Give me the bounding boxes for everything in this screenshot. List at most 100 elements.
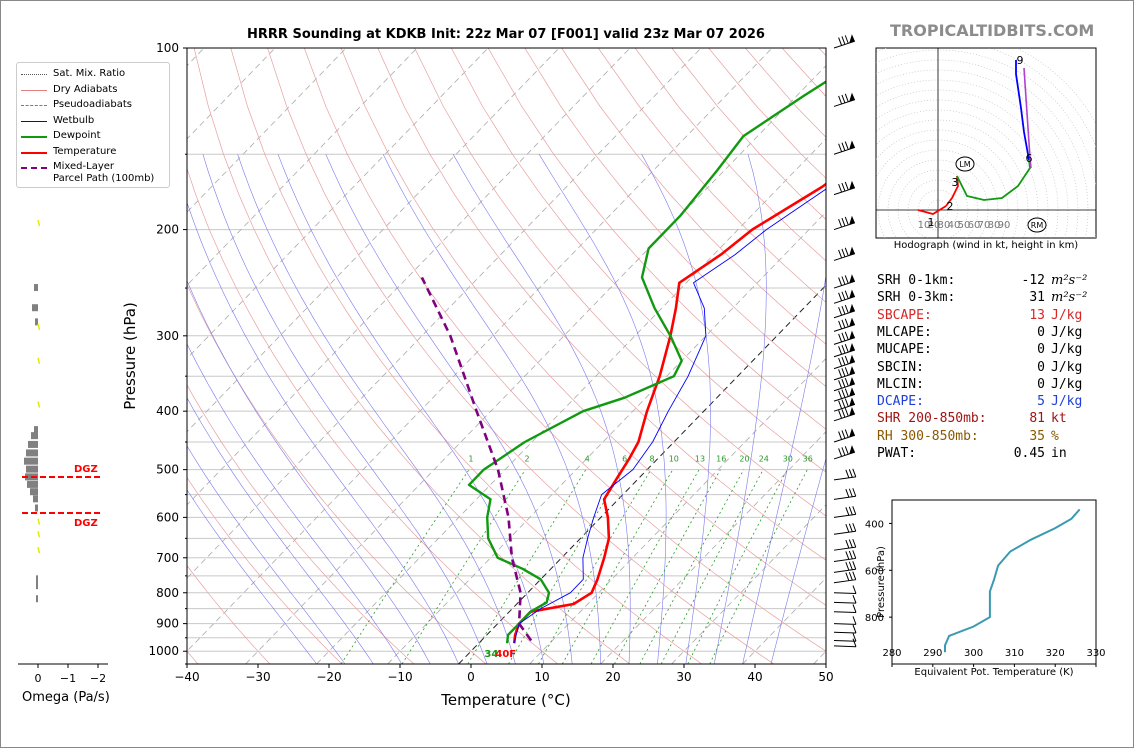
chart-title: HRRR Sounding at KDKB Init: 22z Mar 07 [… — [247, 27, 765, 42]
index-value: 35 — [1029, 428, 1045, 444]
dry-adiabat — [187, 283, 487, 664]
index-label: PWAT: — [877, 446, 917, 461]
omega-bar — [24, 457, 38, 465]
hodograph-height-label: 9 — [1017, 54, 1024, 67]
y-tick-label: 600 — [156, 510, 179, 524]
x-tick-label: −40 — [174, 670, 199, 684]
omega-bar — [27, 480, 38, 488]
index-row: SRH 0-1km: -12 m²s⁻² — [877, 272, 1087, 289]
omega-axis-label: Omega (Pa/s) — [22, 690, 110, 705]
mixing-ratio-line — [660, 469, 764, 664]
omega-bar — [26, 465, 38, 473]
hodograph-height-label: 6 — [1026, 152, 1033, 165]
omega-bar — [30, 488, 38, 496]
x-tick-label: 40 — [747, 670, 762, 684]
storm-motion-label: RM — [1031, 221, 1044, 230]
index-value: -12 — [1021, 273, 1045, 288]
mixing-ratio-label: 10 — [669, 454, 679, 463]
isotherm-line — [316, 138, 826, 664]
x-tick-label: 0 — [467, 670, 475, 684]
omega-bar — [33, 495, 38, 503]
wind-barb — [833, 571, 857, 584]
hodograph-height-label: 1 — [928, 216, 935, 229]
wind-barb — [833, 397, 856, 412]
moist-adiabat — [325, 154, 573, 664]
dry-adiabat — [377, 48, 826, 561]
index-value: 0 — [1037, 376, 1045, 392]
theta-e-x-tick-label: 280 — [882, 648, 901, 659]
index-row: SBCIN: 0 J/kg — [877, 359, 1082, 376]
y-tick-label: 800 — [156, 586, 179, 600]
y-tick-label: 400 — [156, 404, 179, 418]
index-label: MUCAPE: — [877, 342, 932, 358]
mixing-ratio-line — [614, 469, 721, 664]
wind-barb — [833, 303, 856, 319]
mixing-ratio-label: 1 — [468, 454, 473, 463]
omega-bar — [35, 504, 38, 512]
moist-adiabat — [187, 343, 403, 664]
dry-adiabat — [303, 48, 826, 652]
dry-adiabat — [193, 48, 631, 664]
omega-tick-label: −1 — [60, 672, 76, 685]
isotherm-line — [671, 504, 826, 664]
hodograph-ring-label: 10 — [918, 220, 931, 231]
skewt-y-axis-label: Pressure (hPa) — [121, 302, 139, 410]
mixing-ratio-line — [687, 469, 788, 664]
y-tick-label: 100 — [156, 41, 179, 55]
mixing-ratio-label: 20 — [739, 454, 749, 463]
legend-label: Dry Adiabats — [53, 83, 118, 95]
mixing-ratio-label: 6 — [622, 454, 627, 463]
omega-tick-yellow — [37, 547, 41, 554]
wetbulb-trace — [513, 188, 826, 644]
index-row: MLCAPE: 0 J/kg — [877, 324, 1082, 341]
hodograph-ring-label: 70 — [978, 220, 991, 231]
theta-e-x-tick-label: 310 — [1005, 648, 1024, 659]
mixing-ratio-label: 36 — [803, 454, 813, 463]
omega-bar — [36, 575, 38, 583]
y-tick-label: 500 — [156, 463, 179, 477]
wind-barb — [833, 140, 856, 155]
index-value: 5 — [1037, 394, 1045, 410]
omega-tick-yellow — [37, 219, 41, 227]
wind-barb — [833, 407, 856, 422]
isotherm-line — [245, 65, 826, 664]
legend-label: Mixed-Layer — [53, 161, 115, 172]
dgz-label: DGZ — [74, 464, 98, 475]
index-label: DCAPE: — [877, 394, 924, 410]
wind-barb — [833, 633, 857, 642]
wind-barb — [833, 594, 857, 604]
index-unit: m²s⁻² — [1051, 273, 1088, 288]
moist-adiabat — [452, 154, 631, 664]
index-row: SRH 0-3km: 31 m²s⁻² — [877, 289, 1087, 306]
omega-tick-yellow — [37, 518, 41, 525]
wind-barb — [833, 289, 856, 304]
wind-barb — [833, 428, 856, 443]
mixing-ratio-label: 16 — [716, 454, 726, 463]
moist-adiabat — [742, 273, 826, 664]
index-value: 81 — [1029, 411, 1045, 427]
theta-e-x-tick-label: 300 — [964, 648, 983, 659]
omega-bar — [36, 595, 38, 603]
y-tick-label: 300 — [156, 329, 179, 343]
wind-barb — [833, 488, 857, 500]
hodograph-trace — [1015, 60, 1030, 161]
mixing-ratio-line — [590, 469, 700, 664]
index-unit: kt — [1051, 411, 1067, 427]
theta-e-y-tick-label: 600 — [865, 566, 884, 577]
mixing-ratio-label: 24 — [759, 454, 769, 463]
wind-barb — [833, 506, 857, 518]
index-unit: % — [1051, 428, 1059, 444]
brand-watermark: TROPICALTIDBITS.COM — [890, 21, 1095, 40]
legend-swatch — [21, 120, 47, 122]
moist-adiabat — [770, 457, 826, 664]
moist-adiabat — [187, 201, 459, 664]
moist-adiabat — [187, 445, 346, 664]
moist-adiabat — [277, 154, 545, 664]
mixing-ratio-line — [709, 469, 808, 664]
dry-adiabat — [340, 48, 826, 606]
index-unit: J/kg — [1051, 394, 1083, 410]
wind-barb — [833, 330, 856, 345]
hodograph-trace — [917, 205, 947, 215]
index-value: 31 — [1029, 290, 1045, 306]
dgz-label: DGZ — [74, 518, 98, 529]
